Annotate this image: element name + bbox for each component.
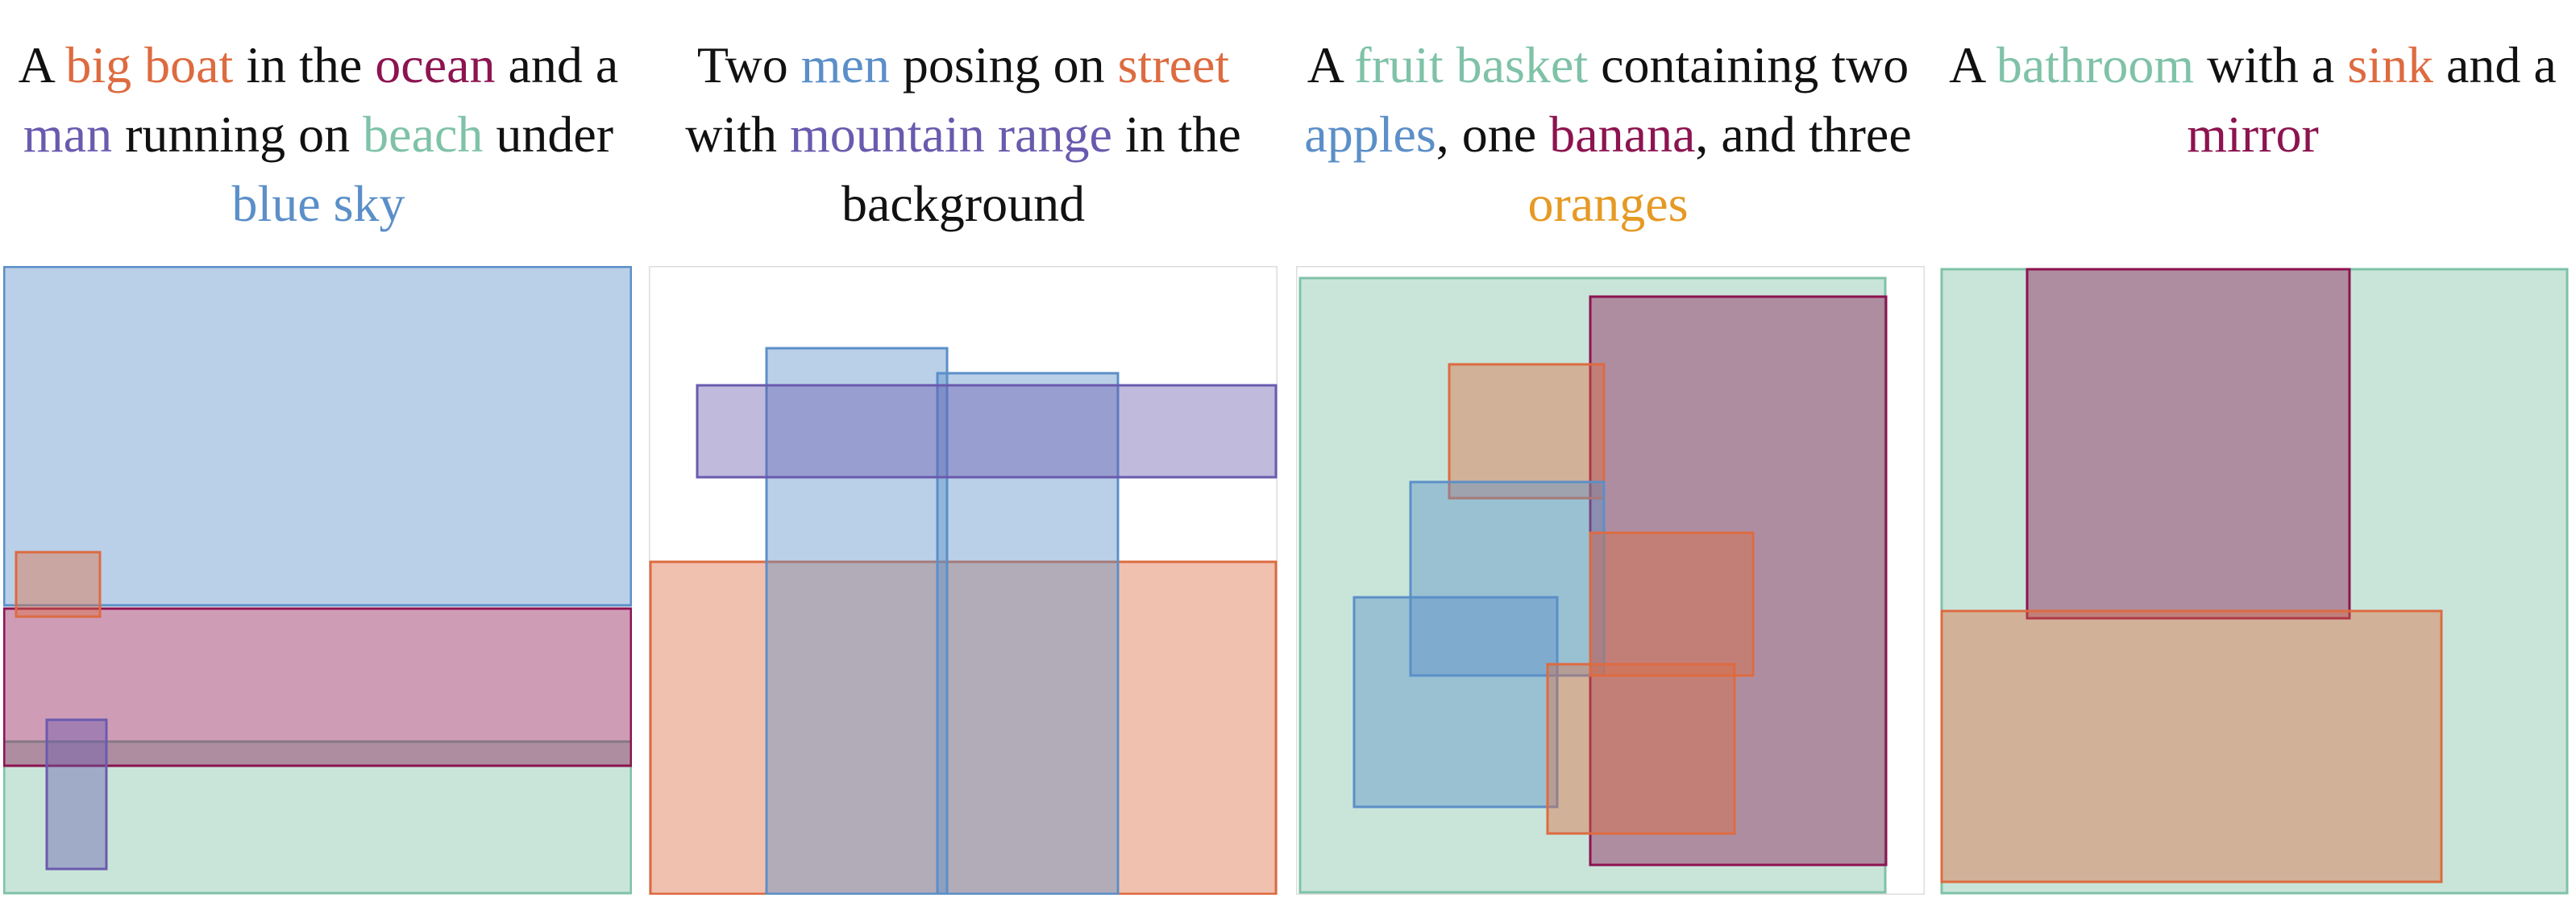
caption-1-segment: beach	[363, 106, 484, 163]
caption-3-segment: oranges	[1527, 175, 1689, 232]
layout-canvas-3	[1296, 266, 1925, 895]
box-man	[45, 718, 108, 871]
layout-canvas-2	[649, 266, 1278, 895]
caption-4-segment: sink	[2347, 36, 2434, 94]
caption-2-segment: street	[1117, 36, 1230, 94]
caption-2: Two men posing on street with mountain r…	[645, 31, 1282, 239]
caption-3-segment: , one	[1435, 106, 1550, 163]
caption-4-segment: with a	[2194, 36, 2348, 94]
caption-3-segment: apples	[1304, 106, 1436, 163]
box-fruit-basket	[1298, 276, 1887, 894]
box-street	[649, 560, 1278, 895]
box-sink	[1940, 609, 2443, 883]
box-apple-1	[1409, 480, 1606, 677]
caption-2-segment: posing on	[889, 36, 1118, 94]
box-man-2	[936, 372, 1120, 895]
caption-2-segment: men	[800, 36, 890, 94]
box-diagram-1	[3, 266, 632, 895]
caption-1-segment: A	[18, 36, 66, 94]
box-mountain-range	[696, 384, 1278, 479]
caption-3-segment: containing two	[1588, 36, 1922, 94]
caption-4-segment: A	[1949, 36, 1996, 94]
box-big-boat	[15, 551, 102, 618]
box-orange-1	[1448, 363, 1606, 500]
box-orange-3	[1546, 663, 1736, 835]
layout-panel-4: A bathroom with a sink and a mirror	[1934, 0, 2571, 902]
caption-4: A bathroom with a sink and a mirror	[1934, 31, 2571, 169]
caption-4-segment: mirror	[2187, 106, 2319, 163]
caption-2-segment: Two	[696, 36, 801, 94]
caption-1-segment: and a	[495, 36, 632, 94]
caption-1-segment: man	[23, 106, 113, 163]
caption-1-segment: under	[483, 106, 627, 163]
layout-panel-3: A fruit basket containing two apples, on…	[1290, 0, 1926, 902]
caption-1-segment: in the	[233, 36, 376, 94]
box-man-1	[765, 347, 949, 895]
box-bathroom	[1940, 268, 2569, 895]
box-sky	[3, 266, 632, 607]
caption-1-segment: blue sky	[231, 175, 405, 232]
caption-3-segment: A	[1307, 36, 1355, 94]
caption-1-segment: big boat	[65, 36, 234, 94]
layout-panel-1: A big boat in the ocean and a man runnin…	[0, 0, 637, 902]
caption-3-segment: fruit basket	[1354, 36, 1589, 94]
layout-canvas-1	[3, 266, 632, 895]
box-apple-2	[1352, 596, 1559, 808]
caption-4-segment: and a	[2433, 36, 2570, 94]
box-orange-2	[1589, 531, 1755, 677]
box-diagram-3	[1296, 266, 1925, 895]
layout-canvas-4	[1940, 266, 2569, 895]
caption-2-segment: with	[685, 36, 1243, 163]
caption-3: A fruit basket containing two apples, on…	[1290, 31, 1926, 239]
caption-1-segment: ocean	[375, 36, 496, 94]
caption-2-segment: in the background	[841, 106, 1254, 232]
caption-1-segment: running on	[112, 106, 364, 163]
box-diagram-4	[1940, 266, 2569, 895]
caption-4-segment: bathroom	[1996, 36, 2195, 94]
box-ocean	[3, 607, 632, 767]
caption-1: A big boat in the ocean and a man runnin…	[0, 31, 637, 239]
layout-panel-2: Two men posing on street with mountain r…	[645, 0, 1282, 902]
box-diagram-2	[649, 266, 1278, 895]
caption-2-segment: mountain range	[789, 106, 1112, 163]
caption-3-segment: , and three	[1695, 106, 1925, 163]
box-mirror	[2025, 268, 2351, 620]
caption-3-segment: banana	[1549, 106, 1696, 163]
box-banana	[1589, 295, 1888, 867]
